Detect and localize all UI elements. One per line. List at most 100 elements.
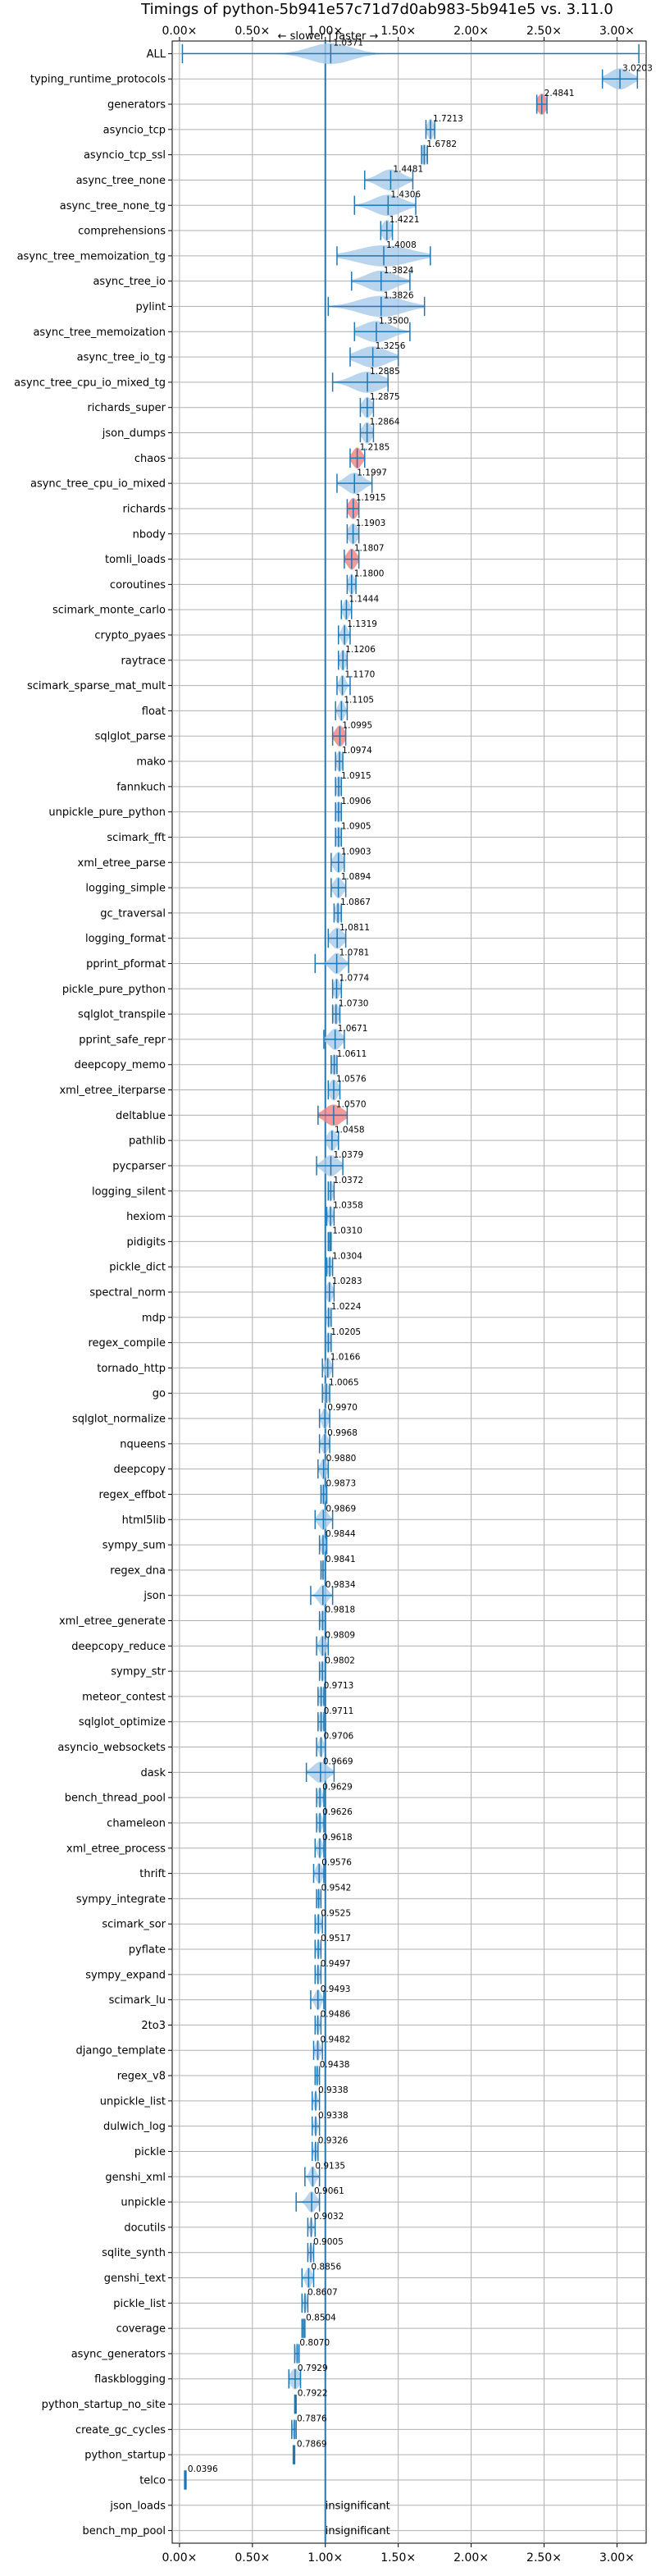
data-label: 1.0205 <box>330 1327 361 1337</box>
x-tick-label-top: 2.00× <box>453 25 489 38</box>
category-label: mako <box>136 756 166 769</box>
category-label: xml_etree_generate <box>59 1615 166 1628</box>
category-labels: ALL typing_runtime_protocols generators asy… <box>14 48 172 2537</box>
data-label: 1.1807 <box>354 544 385 554</box>
category-label: coverage <box>116 2323 166 2336</box>
data-label: 0.9802 <box>325 1656 355 1665</box>
category-label: bench_mp_pool <box>82 2525 166 2537</box>
data-label: 1.0304 <box>332 1251 362 1261</box>
category-label: sympy_str <box>111 1666 166 1679</box>
category-label: flaskblogging <box>94 2373 166 2386</box>
data-label: 1.0894 <box>341 872 371 882</box>
data-label: 1.1903 <box>356 518 386 528</box>
data-label: 1.0671 <box>338 1024 368 1034</box>
direction-annotation: ← slower | faster → <box>278 30 379 43</box>
data-label: 1.0358 <box>333 1201 363 1211</box>
category-label: raytrace <box>121 655 166 667</box>
category-label: chameleon <box>107 1817 166 1829</box>
category-label: async_generators <box>71 2348 166 2360</box>
category-label: pathlib <box>129 1135 166 1148</box>
category-label: unpickle_pure_python <box>48 806 166 819</box>
category-label: html5lib <box>122 1514 166 1527</box>
data-label: 1.0224 <box>331 1302 362 1312</box>
category-label: sympy_sum <box>102 1540 166 1552</box>
chart-title: Timings of python-5b941e57c71d7d0ab983-5… <box>140 1 613 18</box>
insignificant-label: insignificant <box>326 2500 390 2512</box>
category-label: sqlglot_parse <box>95 731 166 743</box>
category-label: nqueens <box>120 1438 166 1450</box>
category-label: async_tree_memoization <box>33 327 166 339</box>
data-label: 1.0867 <box>340 897 371 907</box>
category-label: scimark_fft <box>107 832 166 844</box>
category-label: json <box>143 1590 166 1602</box>
data-label: 1.1206 <box>345 645 376 655</box>
data-label: 1.0283 <box>332 1277 362 1286</box>
data-label: 0.9542 <box>321 1884 352 1893</box>
category-label: fannkuch <box>116 781 166 793</box>
data-label: 0.8504 <box>306 2313 336 2323</box>
x-tick-label-top: 1.50× <box>380 25 416 38</box>
category-label: async_tree_io_tg <box>77 352 166 364</box>
category-label: scimark_sor <box>102 1919 166 1931</box>
category-label: spectral_norm <box>89 1287 166 1299</box>
data-label: 0.8070 <box>299 2338 330 2348</box>
data-label: 0.9809 <box>325 1630 355 1640</box>
category-label: scimark_sparse_mat_mult <box>27 680 166 692</box>
category-label: regex_effbot <box>98 1489 166 1501</box>
data-label: 0.9818 <box>326 1605 356 1615</box>
data-label: 1.3256 <box>376 341 406 351</box>
category-label: richards_super <box>87 402 166 414</box>
data-label: 0.9968 <box>327 1428 358 1438</box>
category-label: coroutines <box>110 579 166 591</box>
data-label: 1.0576 <box>336 1075 367 1085</box>
data-label: 0.9626 <box>322 1807 353 1817</box>
x-tick-label-bottom: 1.50× <box>380 2551 416 2565</box>
data-label: 1.4306 <box>390 190 421 199</box>
data-label: 0.8856 <box>311 2263 341 2272</box>
data-label: 1.0730 <box>339 998 369 1008</box>
data-label: 1.0611 <box>337 1049 367 1059</box>
category-label: asyncio_tcp_ssl <box>84 149 166 162</box>
x-axis-top: 0.00× 0.50× 1.00× 1.50× 2.00× 2.50× 3.00× <box>162 25 635 41</box>
data-label: 0.9525 <box>321 1908 351 1918</box>
x-tick-label-bottom: 3.00× <box>599 2551 635 2565</box>
category-label: 2to3 <box>141 2020 166 2032</box>
data-label: 1.0371 <box>333 39 363 48</box>
category-label: python_startup <box>84 2450 166 2462</box>
data-label: 1.3500 <box>379 316 409 326</box>
category-label: deepcopy_memo <box>75 1059 166 1071</box>
data-label: 1.4008 <box>386 240 417 250</box>
category-label: float <box>142 706 166 718</box>
category-label: meteor_contest <box>82 1691 166 1703</box>
category-label: tomli_loads <box>105 554 166 566</box>
category-label: xml_etree_iterparse <box>59 1085 166 1097</box>
x-tick-label-bottom: 0.50× <box>235 2551 270 2565</box>
data-label: 0.7869 <box>297 2439 327 2449</box>
category-label: pylint <box>135 301 166 313</box>
x-tick-label-bottom: 0.00× <box>162 2551 197 2565</box>
data-label: 1.6782 <box>426 139 457 149</box>
category-label: docutils <box>124 2222 166 2234</box>
category-label: json_dumps <box>102 427 166 440</box>
data-label: 0.9005 <box>313 2237 344 2247</box>
data-label: 1.0915 <box>341 771 371 781</box>
data-label: 1.0310 <box>332 1226 362 1236</box>
data-label: 2.4841 <box>544 89 575 98</box>
category-label: deepcopy_reduce <box>71 1641 166 1653</box>
data-label: 1.0166 <box>330 1353 361 1363</box>
category-label: pickle_list <box>113 2298 166 2310</box>
category-label: mdp <box>142 1312 166 1324</box>
data-label: 1.1915 <box>356 493 386 503</box>
data-label: 1.3826 <box>384 291 414 301</box>
category-label: bench_thread_pool <box>65 1793 166 1805</box>
data-label: 1.0379 <box>333 1150 363 1160</box>
data-label: 0.7922 <box>298 2389 328 2399</box>
x-tick-label-top: 0.00× <box>162 25 197 38</box>
data-label: 1.0065 <box>329 1377 359 1387</box>
data-label: 0.7876 <box>297 2414 327 2424</box>
insignificant-label: insignificant <box>326 2525 390 2537</box>
data-label: 0.9326 <box>318 2136 348 2146</box>
data-label: 0.9438 <box>320 2060 350 2070</box>
x-tick-label-top: 3.00× <box>599 25 635 38</box>
